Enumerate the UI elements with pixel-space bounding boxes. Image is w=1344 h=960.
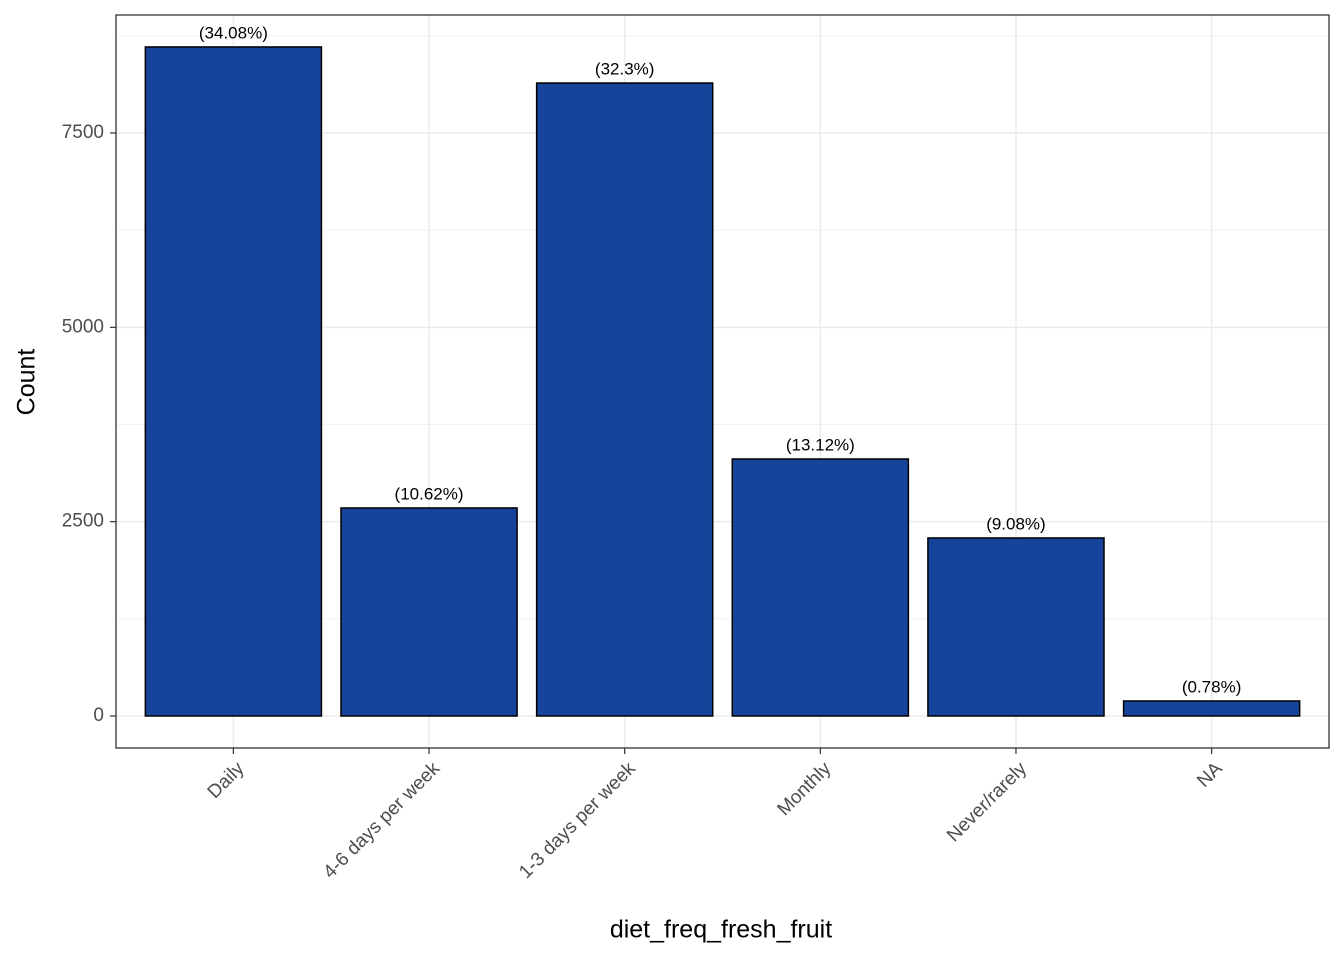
x-tick-label: Never/rarely: [943, 758, 1031, 846]
y-axis-title: Count: [13, 349, 41, 416]
y-tick-label: 5000: [62, 316, 104, 337]
x-tick-label: NA: [1193, 758, 1227, 792]
bar-label: (13.12%): [786, 435, 855, 454]
x-tick-label: 4-6 days per week: [319, 758, 444, 883]
x-tick-label: Monthly: [774, 758, 836, 820]
bar: [731, 458, 910, 717]
x-tick-label: Daily: [204, 758, 249, 803]
bar-label: (9.08%): [986, 514, 1046, 533]
y-tick-label: 2500: [62, 511, 104, 532]
bar-label: (34.08%): [199, 23, 268, 42]
bar: [340, 507, 518, 717]
panel-border: [115, 14, 1330, 749]
bar: [535, 82, 714, 717]
y-tick-label: 0: [93, 705, 104, 726]
x-tick-label: 1-3 days per week: [515, 758, 640, 883]
bar-label: (32.3%): [595, 59, 655, 78]
bar: [144, 46, 323, 717]
bar-label: (0.78%): [1182, 677, 1242, 696]
x-axis-title: diet_freq_fresh_fruit: [610, 916, 832, 944]
y-tick-label: 7500: [62, 122, 104, 143]
bar: [927, 537, 1105, 717]
bar: [1122, 700, 1301, 717]
bar-label: (10.62%): [395, 484, 464, 503]
